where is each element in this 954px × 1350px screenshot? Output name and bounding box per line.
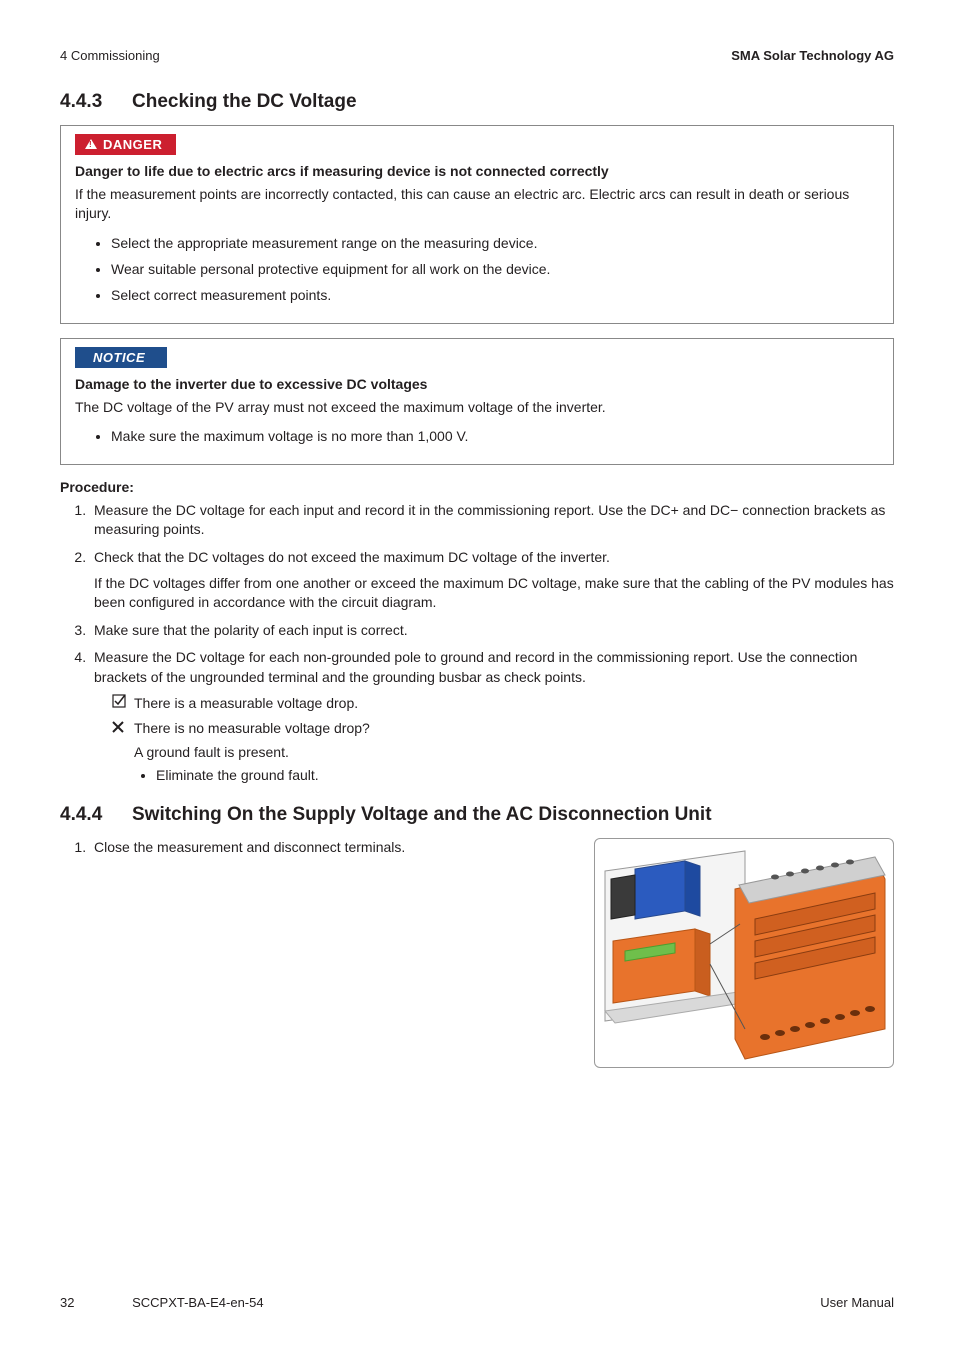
section-444: 4.4.4 Switching On the Supply Voltage an… — [60, 804, 894, 1068]
section-444-title: Switching On the Supply Voltage and the … — [132, 804, 712, 826]
section-444-heading: 4.4.4 Switching On the Supply Voltage an… — [60, 804, 894, 826]
danger-bullets: Select the appropriate measurement range… — [75, 232, 879, 307]
danger-title: Danger to life due to electric arcs if m… — [75, 163, 879, 179]
section-444-number: 4.4.4 — [60, 804, 132, 826]
danger-callout: DANGER Danger to life due to electric ar… — [60, 125, 894, 324]
warning-triangle-icon — [85, 139, 97, 149]
step-4: Measure the DC voltage for each non-grou… — [90, 648, 894, 786]
step-1-text: Measure the DC voltage for each input an… — [94, 502, 885, 538]
section-444-step-1-text: Close the measurement and disconnect ter… — [94, 839, 405, 855]
step-3-text: Make sure that the polarity of each inpu… — [94, 622, 408, 638]
checkbox-checked-icon — [112, 694, 126, 714]
section-444-step-1: Close the measurement and disconnect ter… — [90, 838, 574, 858]
notice-bullets: Make sure the maximum voltage is no more… — [75, 425, 879, 447]
step-4-ok-row: There is a measurable voltage drop. — [112, 694, 894, 714]
terminal-illustration-icon — [595, 839, 894, 1068]
step-4-fail-action-list: Eliminate the ground fault. — [94, 766, 894, 786]
step-4-fail-sub: A ground fault is present. — [134, 743, 894, 763]
notice-title: Damage to the inverter due to excessive … — [75, 376, 879, 392]
section-443-number: 4.4.3 — [60, 91, 132, 113]
step-2: Check that the DC voltages do not exceed… — [90, 548, 894, 613]
notice-bullet: Make sure the maximum voltage is no more… — [111, 425, 879, 447]
step-4-text: Measure the DC voltage for each non-grou… — [94, 649, 857, 685]
step-4-fail-row: There is no measurable voltage drop? — [112, 719, 894, 739]
notice-body: The DC voltage of the PV array must not … — [75, 398, 879, 418]
danger-tag: DANGER — [75, 134, 176, 155]
header-left: 4 Commissioning — [60, 48, 160, 63]
step-2-text: Check that the DC voltages do not exceed… — [94, 549, 610, 565]
cross-icon — [112, 719, 126, 739]
procedure-label: Procedure: — [60, 479, 894, 495]
danger-body: If the measurement points are incorrectl… — [75, 185, 879, 224]
header-right: SMA Solar Technology AG — [731, 48, 894, 63]
notice-tag: NOTICE — [75, 347, 167, 368]
section-444-steps: Close the measurement and disconnect ter… — [60, 838, 574, 866]
section-444-step-row: Close the measurement and disconnect ter… — [60, 838, 894, 1068]
step-4-fail-action: Eliminate the ground fault. — [156, 766, 894, 786]
step-2-sub: If the DC voltages differ from one anoth… — [94, 574, 894, 613]
notice-callout: NOTICE Damage to the inverter due to exc… — [60, 338, 894, 465]
danger-bullet: Select the appropriate measurement range… — [111, 232, 879, 254]
danger-label: DANGER — [103, 137, 162, 152]
notice-label: NOTICE — [93, 350, 145, 365]
page-header: 4 Commissioning SMA Solar Technology AG — [60, 48, 894, 63]
danger-bullet: Wear suitable personal protective equipm… — [111, 258, 879, 280]
step-4-fail-text: There is no measurable voltage drop? — [134, 719, 370, 739]
footer-left: 32 SCCPXT-BA-E4-en-54 — [60, 1295, 264, 1310]
terminal-figure — [594, 838, 894, 1068]
footer-right: User Manual — [820, 1295, 894, 1310]
step-1: Measure the DC voltage for each input an… — [90, 501, 894, 540]
step-4-ok-text: There is a measurable voltage drop. — [134, 694, 358, 714]
procedure-steps: Measure the DC voltage for each input an… — [60, 501, 894, 786]
page-footer: 32 SCCPXT-BA-E4-en-54 User Manual — [60, 1295, 894, 1310]
section-443-heading: 4.4.3 Checking the DC Voltage — [60, 91, 894, 113]
page-number: 32 — [60, 1295, 74, 1310]
step-3: Make sure that the polarity of each inpu… — [90, 621, 894, 641]
section-443-title: Checking the DC Voltage — [132, 91, 357, 113]
danger-bullet: Select correct measurement points. — [111, 284, 879, 306]
doc-id: SCCPXT-BA-E4-en-54 — [132, 1295, 264, 1310]
